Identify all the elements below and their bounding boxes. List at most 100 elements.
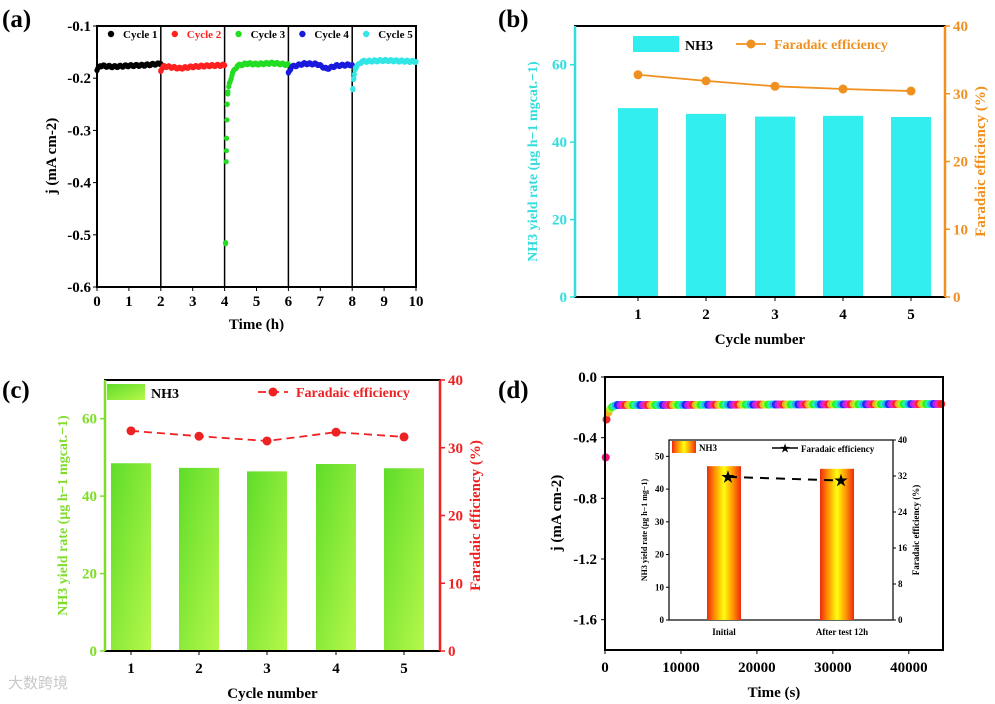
fe-point bbox=[770, 81, 780, 91]
data-point-cycle-3 bbox=[224, 101, 230, 107]
x-tick-label-a: 3 bbox=[189, 294, 197, 310]
bar-nh3 bbox=[316, 464, 356, 651]
legend-label: Cycle 3 bbox=[251, 29, 286, 41]
y-tick-label-left: 20 bbox=[552, 213, 567, 229]
legend-bar-swatch bbox=[633, 36, 679, 52]
inset-y-tick-label-left: 30 bbox=[655, 517, 665, 527]
inset-frame bbox=[668, 439, 894, 621]
inset-y-tick-label-right: 8 bbox=[898, 579, 903, 589]
y-axis-label-a: j (mA cm-2) bbox=[44, 118, 60, 196]
fe-point bbox=[194, 431, 204, 441]
inset-fe-line bbox=[727, 475, 842, 482]
legend-marker bbox=[107, 30, 115, 38]
y-tick-label-left: 40 bbox=[82, 489, 97, 505]
inset-legend-fe: Faradaic efficiency bbox=[801, 444, 875, 454]
y-tick-label-right: 10 bbox=[448, 576, 463, 592]
fe-point bbox=[262, 436, 272, 446]
inset-y-tick-label-right: 40 bbox=[898, 435, 908, 445]
y-tick-label-right: 40 bbox=[953, 19, 968, 35]
fe-point bbox=[399, 432, 409, 442]
inset-legend-star-icon: ★ bbox=[780, 443, 790, 455]
y-tick-label-left: 60 bbox=[82, 412, 97, 428]
data-point-cycle-5 bbox=[351, 71, 358, 77]
fe-point bbox=[331, 427, 341, 437]
x-tick-label: 5 bbox=[907, 307, 915, 323]
y-tick-label-right: 20 bbox=[953, 155, 968, 171]
legend-label: Cycle 4 bbox=[314, 29, 349, 41]
inset-legend-nh3: NH3 bbox=[699, 443, 718, 453]
x-tick-label: 3 bbox=[771, 307, 779, 323]
x-tick-label-a: 8 bbox=[348, 294, 356, 310]
fe-point bbox=[701, 76, 711, 86]
legend-marker bbox=[171, 30, 178, 38]
x-tick-label-d: 10000 bbox=[662, 660, 700, 676]
data-point-cycle-2 bbox=[222, 62, 228, 69]
legend-fe-marker bbox=[268, 387, 278, 397]
inset-fe-star-icon: ★ bbox=[721, 470, 735, 486]
y-tick-label-left: 40 bbox=[552, 135, 567, 151]
bar-nh3 bbox=[823, 115, 863, 298]
data-point-d bbox=[937, 399, 946, 408]
data-point-cycle-3 bbox=[226, 84, 232, 90]
y-tick-label-a: -0.2 bbox=[67, 71, 91, 87]
legend-label: Cycle 2 bbox=[187, 29, 222, 41]
inset-x-tick-label: After test 12h bbox=[816, 627, 868, 637]
x-tick-label: 4 bbox=[839, 307, 847, 323]
inset-y-tick-label-right: 0 bbox=[898, 615, 903, 625]
x-tick-label: 3 bbox=[263, 661, 271, 677]
x-tick-label-d: 40000 bbox=[890, 660, 928, 676]
legend-marker bbox=[299, 30, 306, 38]
legend-label-fe: Faradaic efficiency bbox=[296, 386, 410, 401]
y-tick-label-left: 20 bbox=[82, 567, 97, 583]
legend-bar-swatch bbox=[107, 384, 145, 400]
bar-nh3 bbox=[179, 467, 219, 651]
panel-label: (c) bbox=[2, 377, 30, 404]
data-point-cycle-3 bbox=[225, 89, 231, 95]
legend-label-nh3: NH3 bbox=[685, 39, 713, 54]
x-tick-label-d: 0 bbox=[601, 660, 609, 676]
inset-x-tick-label: Initial bbox=[712, 627, 736, 637]
y-tick-label-left: 0 bbox=[560, 290, 568, 306]
inset-y-tick-label-left: 0 bbox=[660, 615, 665, 625]
x-tick-label-a: 4 bbox=[221, 294, 229, 310]
y-tick-label-a: -0.5 bbox=[67, 228, 91, 244]
legend-label-nh3: NH3 bbox=[151, 387, 179, 402]
y-tick-label-a: -0.3 bbox=[67, 123, 91, 139]
bar-nh3 bbox=[686, 113, 726, 297]
data-point-cycle-5 bbox=[350, 86, 356, 92]
legend-label: Cycle 5 bbox=[378, 29, 413, 41]
y-tick-label-d: -0.8 bbox=[573, 491, 597, 507]
bar-nh3 bbox=[891, 116, 931, 297]
x-tick-label-d: 20000 bbox=[738, 660, 776, 676]
y-tick-label-d: -0.4 bbox=[573, 431, 597, 447]
inset-bar-nh3 bbox=[820, 468, 854, 620]
x-axis-label: Cycle number bbox=[227, 686, 318, 702]
panel-label-a: (a) bbox=[2, 6, 31, 33]
y-axis-label-left: NH3 yield rate (μg h−1 mgcat.−1) bbox=[526, 61, 541, 262]
data-point-cycle-4 bbox=[348, 62, 355, 68]
y-tick-label-a: -0.4 bbox=[67, 176, 91, 192]
inset-y-tick-label-right: 32 bbox=[898, 471, 908, 481]
y-axis-label-right: Faradaic efficiency (%) bbox=[468, 440, 484, 591]
bar-nh3 bbox=[618, 108, 658, 298]
data-point-cycle-5 bbox=[413, 59, 419, 65]
y-tick-label-right: 10 bbox=[953, 222, 968, 238]
data-point-cycle-3 bbox=[222, 241, 229, 247]
fe-point bbox=[838, 84, 848, 94]
x-tick-label-a: 0 bbox=[93, 294, 101, 310]
x-tick-label-a: 1 bbox=[125, 294, 133, 310]
data-point-cycle-3 bbox=[285, 60, 291, 67]
legend-marker bbox=[235, 30, 242, 38]
fe-point bbox=[906, 86, 916, 96]
y-tick-label-a: -0.6 bbox=[67, 280, 91, 296]
x-tick-label: 1 bbox=[634, 307, 642, 323]
x-tick-label-a: 10 bbox=[409, 294, 424, 310]
inset-y-tick-label-left: 40 bbox=[655, 484, 665, 494]
y-axis-label-right: Faradaic efficiency (%) bbox=[973, 86, 989, 237]
y-tick-label-right: 0 bbox=[953, 290, 961, 306]
y-tick-label-d: -1.6 bbox=[573, 613, 597, 629]
y-tick-label-d: 0.0 bbox=[578, 370, 597, 386]
inset-y-tick-label-right: 24 bbox=[898, 507, 908, 517]
data-point-cycle-3 bbox=[224, 117, 230, 123]
fe-point bbox=[126, 426, 136, 436]
